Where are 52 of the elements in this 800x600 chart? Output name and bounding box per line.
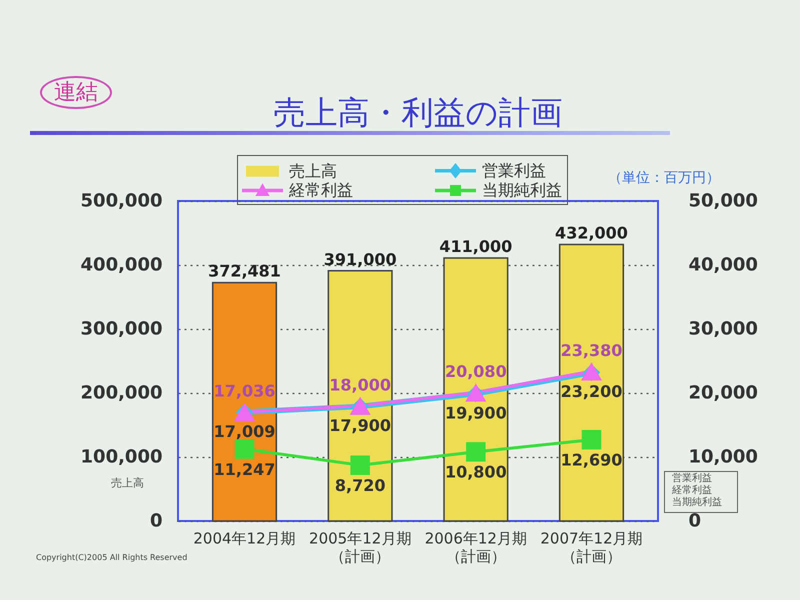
data-label: 17,900 [329,416,392,436]
text: Copyright(C)2005 All Rights Reserved [36,553,188,562]
data-label: 23,200 [560,382,622,402]
y2-tick-label: 0 [688,510,702,532]
text: 当期純利益 [672,497,722,508]
chart-title: 売上高・利益の計画 [274,94,562,132]
data-label: 12,690 [560,450,622,470]
data-label: 372,481 [208,262,281,281]
x-tick-label: 2006年12月期（計画） [424,530,527,566]
bar [212,282,278,522]
data-label: 19,900 [444,403,507,422]
data-label: 17,009 [214,422,276,441]
y2-tick-label: 10,000 [688,446,758,468]
data-label: 17,036 [214,381,276,400]
y-tick-label: 400,000 [80,254,162,276]
data-label: 411,000 [439,236,512,256]
data-label: 11,247 [214,460,276,479]
legend-label: 当期純利益 [482,180,562,200]
data-label: 20,080 [444,362,507,381]
y-tick-label: 100,000 [80,446,162,468]
data-label: 18,000 [329,375,392,394]
y-axis-title: 売上高 [111,476,144,490]
legend-label: 売上高 [289,161,337,180]
point [234,439,254,459]
point [350,455,370,475]
y2-tick-label: 50,000 [688,190,758,212]
point [582,430,602,450]
text: 営業利益 [672,473,712,484]
text: 連結 [40,76,112,110]
data-label: 23,380 [560,340,622,360]
y-tick-label: 200,000 [80,382,162,404]
y2-tick-label: 30,000 [688,318,758,340]
bar [328,270,393,522]
text: （単位：百万円） [608,170,720,186]
y2-tick-label: 20,000 [688,382,758,404]
data-label: 8,720 [334,476,386,495]
y-tick-label: 300,000 [80,318,162,340]
y-tick-label: 0 [150,510,162,532]
bar [443,257,508,522]
x-tick-label: 2005年12月期（計画） [309,530,412,566]
x-tick-label: 2007年12月期（計画） [540,530,643,566]
point [466,442,486,462]
data-label: 432,000 [555,224,628,243]
x-tick-label: 2004年12月期 [193,530,296,548]
data-label: 391,000 [324,250,397,269]
legend-label: 営業利益 [482,160,546,180]
y2-tick-label: 40,000 [688,254,758,276]
data-label: 10,800 [444,462,507,482]
bar [558,244,624,522]
y-tick-label: 500,000 [80,190,162,212]
text: 経常利益 [672,485,712,496]
legend-label: 経常利益 [288,180,353,200]
